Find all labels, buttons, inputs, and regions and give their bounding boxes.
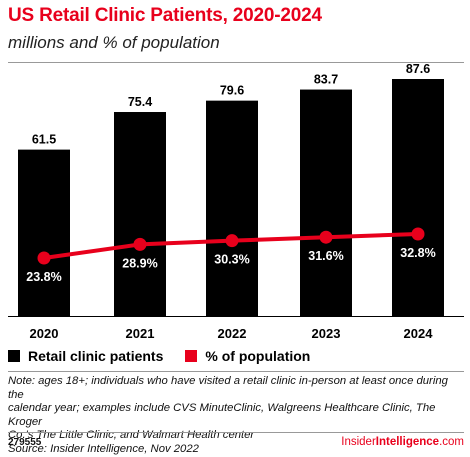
- legend-swatch-line: [185, 350, 198, 362]
- bar-value-label-2023: 83.7: [314, 73, 338, 87]
- x-tick-label-2023: 2023: [312, 326, 341, 341]
- percent-point-2020: [37, 251, 51, 265]
- chart-subtitle: millions and % of population: [8, 33, 220, 52]
- legend-swatch-bars: [8, 350, 20, 362]
- x-tick-label-2022: 2022: [218, 326, 247, 341]
- legend-item-line: % of population: [185, 348, 310, 364]
- percent-label-2022: 30.3%: [214, 253, 249, 267]
- footer-divider: [8, 432, 464, 433]
- bar-2022: [206, 100, 258, 317]
- chart-id: 279555: [8, 437, 42, 448]
- x-tick-label-2021: 2021: [126, 326, 155, 341]
- legend-label-line: % of population: [205, 348, 311, 364]
- footnote-line-1: Note: ages 18+; individuals who have vis…: [8, 375, 448, 401]
- x-tick-label-2024: 2024: [404, 326, 434, 341]
- chart-title: US Retail Clinic Patients, 2020-2024: [8, 5, 322, 26]
- brand-link[interactable]: InsiderIntelligence.com: [341, 436, 464, 448]
- percent-point-2023: [319, 230, 333, 244]
- percent-label-2020: 23.8%: [26, 270, 61, 284]
- legend-item-bars: Retail clinic patients: [8, 348, 163, 364]
- legend: Retail clinic patients % of population: [8, 348, 332, 364]
- legend-label-bars: Retail clinic patients: [28, 348, 164, 364]
- percent-point-2024: [411, 227, 425, 241]
- bar-2020: [18, 149, 70, 316]
- percent-point-2021: [133, 237, 147, 251]
- percent-label-2021: 28.9%: [122, 256, 157, 270]
- note-divider: [8, 371, 464, 372]
- bar-value-label-2020: 61.5: [32, 133, 56, 147]
- brand-part-1: Insider: [341, 436, 376, 448]
- bar-value-label-2021: 75.4: [128, 95, 152, 109]
- bar-2023: [300, 89, 352, 317]
- bar-value-label-2022: 79.6: [220, 84, 244, 98]
- bar-2024: [392, 79, 444, 316]
- bar-line-chart: 61.5 75.4 79.6 83.7 87.6 2020 2021 2022 2023 2024…: [8, 62, 464, 341]
- percent-label-2024: 32.8%: [400, 246, 435, 260]
- bar-value-label-2024: 87.6: [406, 62, 430, 76]
- header-divider: [8, 62, 464, 63]
- source-line: Source: Insider Intelligence, Nov 2022: [8, 442, 199, 455]
- bar-2021: [114, 112, 166, 316]
- x-tick-label-2020: 2020: [30, 326, 59, 341]
- percent-label-2023: 31.6%: [308, 249, 343, 263]
- footnote-line-2: calendar year; examples include CVS Minu…: [8, 402, 436, 428]
- percent-point-2022: [225, 234, 239, 248]
- brand-part-2: Intelligence: [375, 436, 440, 448]
- brand-part-3: .com: [439, 436, 464, 448]
